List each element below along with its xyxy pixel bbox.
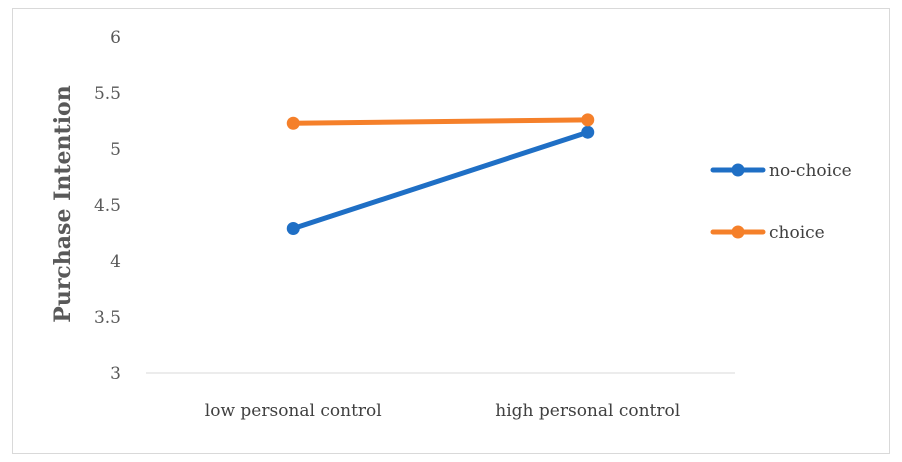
- y-tick-label: 4: [110, 252, 121, 272]
- legend-entry-label: choice: [769, 223, 825, 243]
- series-line-choice: [290, 117, 591, 126]
- x-category-label: low personal control: [205, 401, 382, 421]
- y-tick-label: 4.5: [94, 196, 121, 216]
- legend-swatch-marker: [731, 163, 745, 177]
- y-tick-label: 5: [110, 140, 121, 160]
- data-point-choice: [286, 116, 300, 130]
- data-point-choice: [581, 113, 595, 127]
- y-tick-label: 3.5: [94, 308, 121, 328]
- legend-swatch-marker: [731, 225, 745, 239]
- series-line-no-choice: [290, 129, 591, 232]
- x-category-label: high personal control: [495, 401, 680, 421]
- x-axis-categories: low personal control high personal contro…: [205, 401, 680, 421]
- data-point-no-choice: [286, 222, 300, 236]
- legend: no-choice choice: [710, 161, 852, 243]
- y-axis-ticks: 3 3.5 4 4.5 5 5.5 6: [94, 28, 121, 384]
- series-group: [286, 113, 595, 236]
- y-tick-label: 3: [110, 364, 121, 384]
- y-tick-label: 5.5: [94, 84, 121, 104]
- y-tick-label: 6: [110, 28, 121, 48]
- legend-entry-label: no-choice: [769, 161, 852, 181]
- y-axis-label: Purchase Intention: [50, 85, 76, 322]
- data-point-no-choice: [581, 125, 595, 139]
